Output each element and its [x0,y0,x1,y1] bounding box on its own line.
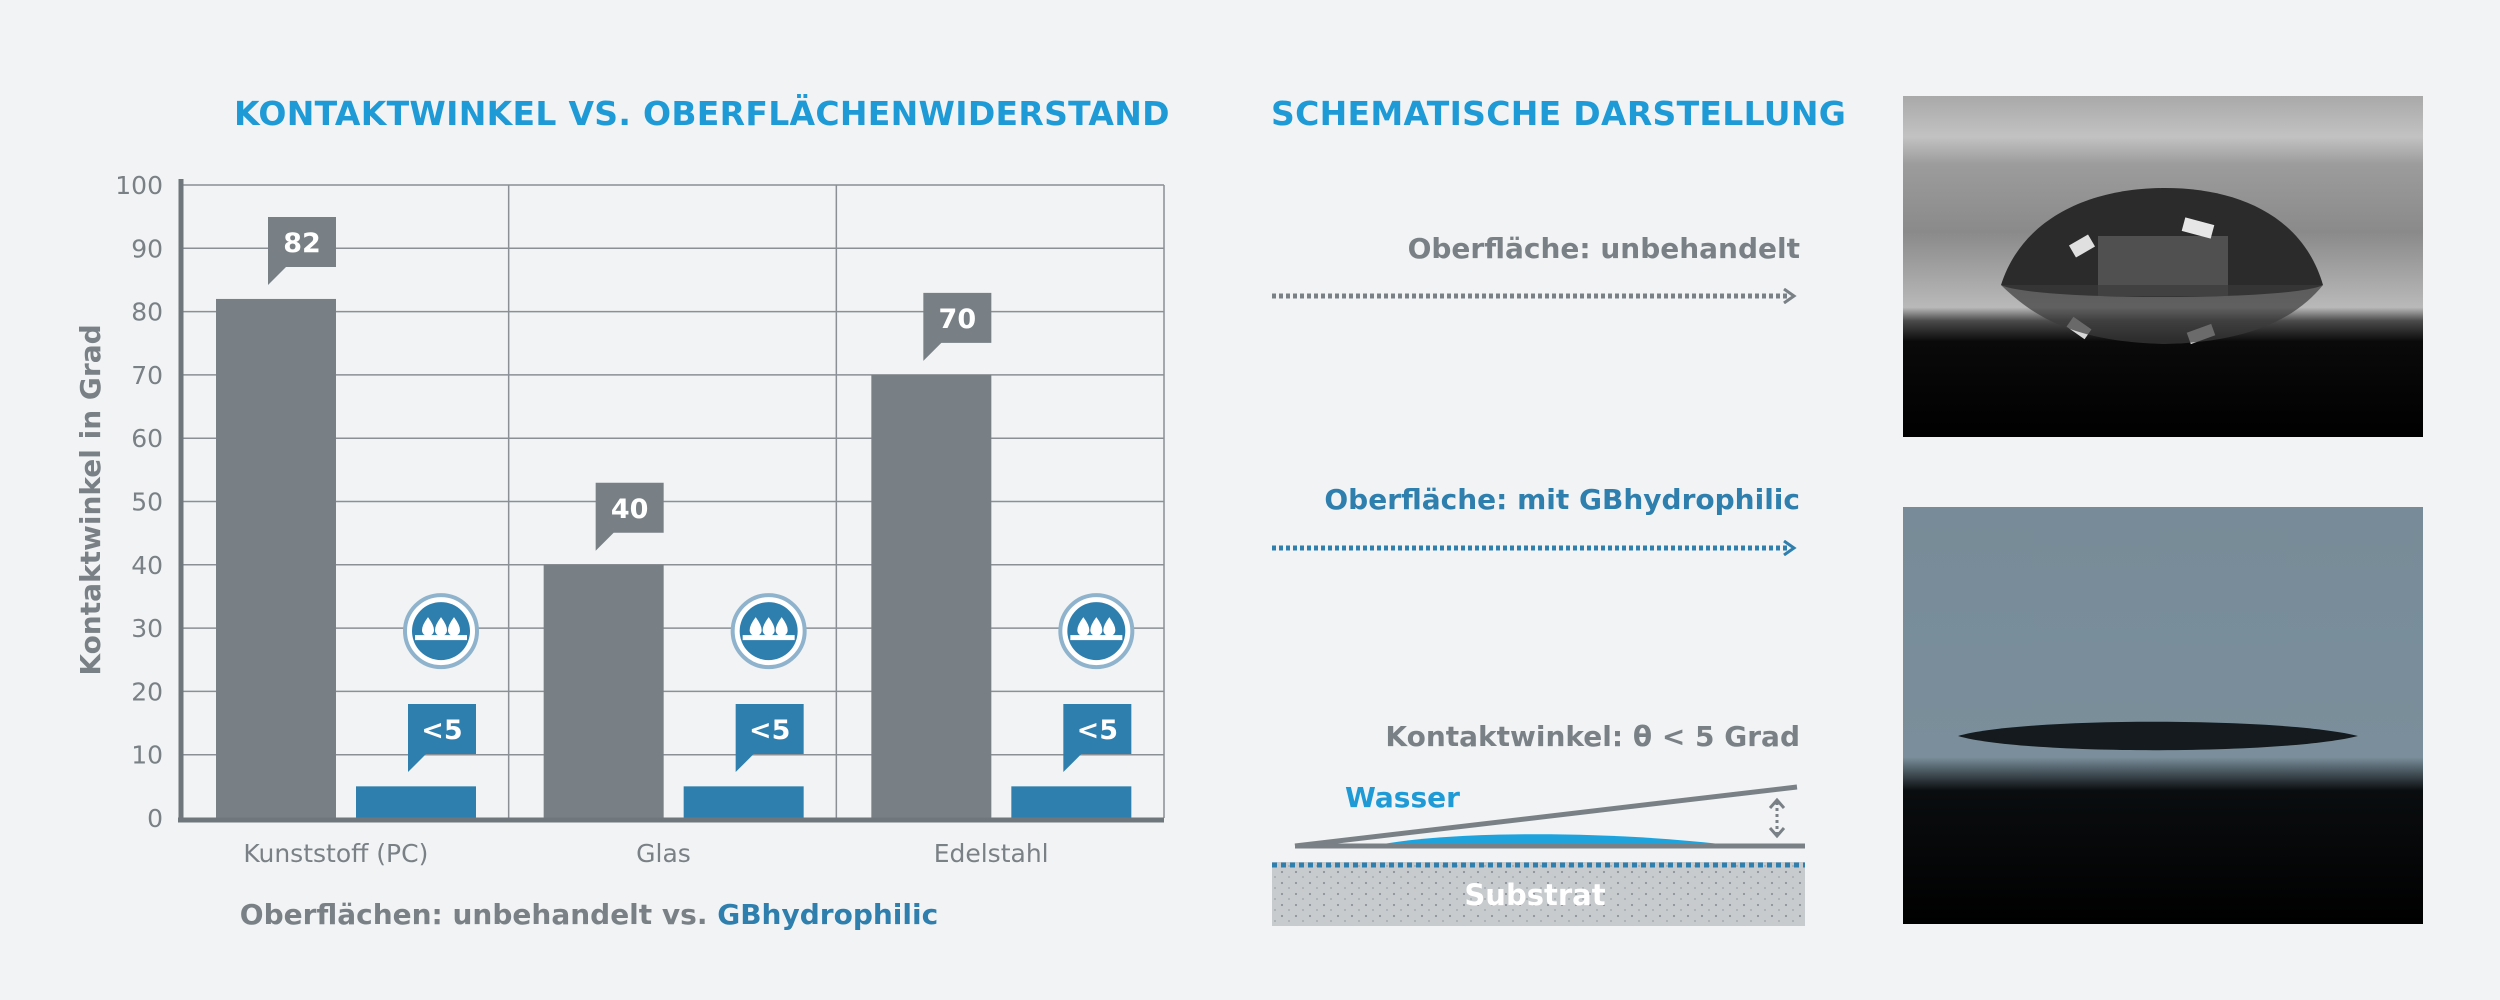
bar-treated [1011,786,1132,818]
value-callout [1063,704,1132,773]
chart-axes: 0 10 20 30 40 50 60 70 80 90 100 Kunststoff (PC) Gla… [115,171,1164,868]
category-label: Glas [636,839,691,868]
y-tick-label: 50 [131,488,163,517]
value-callout [408,704,476,773]
contact-angle-schema: Wasser Substrat [1272,781,1805,926]
bar-treated [683,786,804,818]
y-tick-label: 90 [131,234,163,263]
water-film [1383,834,1720,844]
bar-chart: 82 <5 40 <5 70 <5 0 10 20 30 40 50 60 70 80 90 100 Kunst… [74,171,1165,931]
x-axis-label-main: Oberflächen: unbehandelt vs. [240,898,717,931]
y-tick-label: 70 [131,361,163,390]
y-tick-label: 60 [131,424,163,453]
label-surface-untreated: Oberfläche: unbehandelt [1407,232,1800,265]
schema-title: SCHEMATISCHE DARSTELLUNG [1271,94,1847,133]
x-axis-label: Oberflächen: unbehandelt vs. GBhydrophil… [240,898,938,931]
y-tick-label: 40 [131,551,163,580]
bar-untreated [543,564,664,818]
water-drop-badge-icon [403,593,479,670]
arrow-treated-icon [1272,540,1797,556]
y-tick-label: 80 [131,298,163,327]
category-label: Kunststoff (PC) [243,839,428,868]
droplet-photo-treated [1903,507,2423,924]
y-tick-label: 10 [131,741,163,770]
droplet-photo-untreated [1903,96,2423,437]
water-drop-badge-icon [1058,593,1135,670]
y-tick-label: 30 [131,614,163,643]
y-tick-label: 100 [115,171,163,200]
label-surface-treated: Oberfläche: mit GBhydrophilic [1324,483,1800,516]
y-tick-label: 0 [147,804,163,833]
bar-value-label: 70 [939,304,977,335]
label-contact-angle: Kontaktwinkel: θ < 5 Grad [1385,720,1800,753]
water-drop-badge-icon [730,593,807,670]
bar-untreated [216,298,336,818]
y-axis-label: Kontaktwinkel in Grad [74,324,107,675]
bar-untreated [871,374,992,818]
category-label: Edelstahl [934,839,1049,868]
value-callout [268,216,336,285]
value-callout [923,292,992,361]
water-label: Wasser [1345,781,1460,814]
chart-title: KONTAKTWINKEL VS. OBERFLÄCHENWIDERSTAND [234,94,1170,133]
bar-value-label: <5 [421,715,462,746]
substrate-label: Substrat [1464,878,1605,912]
chart-grid [181,184,1165,818]
bar-value-label: <5 [749,715,790,746]
chart-bars: 82 <5 40 <5 70 <5 [216,216,1135,818]
bar-value-label: 82 [283,228,321,259]
value-callout [595,482,664,551]
bar-value-label: <5 [1077,715,1118,746]
arrow-untreated-icon [1272,288,1797,304]
y-tick-label: 20 [131,677,163,706]
bar-treated [356,786,476,818]
x-axis-label-highlight: GBhydrophilic [717,898,938,931]
bar-value-label: 40 [611,494,649,525]
value-callout [735,704,804,773]
